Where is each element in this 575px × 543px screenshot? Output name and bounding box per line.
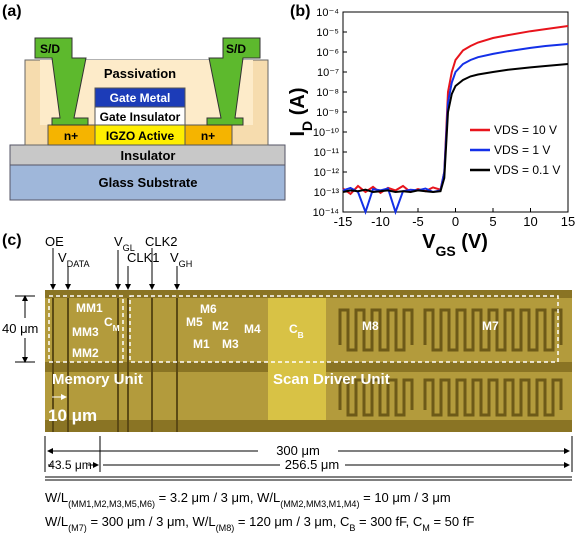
label: CLK1 [127, 250, 160, 265]
text-part: (M7) [68, 523, 87, 533]
texture [45, 420, 572, 432]
x-tick-label: 5 [489, 214, 496, 229]
label: n+ [201, 129, 215, 143]
text-part: (A) [287, 87, 309, 120]
capacitor [268, 298, 326, 420]
x-tick-label: 0 [452, 214, 459, 229]
text-part: = 300 μm / 3 μm, W/L [87, 514, 216, 529]
x-tick-label: 10 [523, 214, 537, 229]
label: VDATA [58, 250, 91, 269]
label: VGH [170, 250, 192, 269]
label: CLK2 [145, 234, 178, 249]
legend-label: VDS = 1 V [494, 143, 550, 157]
label: Memory Unit [52, 371, 143, 388]
label: 300 μm [276, 443, 320, 458]
y-tick-label: 10⁻⁷ [317, 67, 339, 79]
label: S/D [226, 42, 246, 56]
text-part: V [422, 231, 436, 253]
y-tick-label: 10⁻⁵ [316, 27, 339, 39]
panel-label: (b) [290, 3, 310, 20]
label: M2 [212, 319, 229, 333]
panel-label: (c) [2, 232, 22, 249]
formula: W/L(MM1,M2,M3,M5,M6) = 3.2 μm / 3 μm, W/… [45, 490, 451, 509]
label: Insulator [121, 148, 176, 163]
text-part: = 50 fF [430, 514, 474, 529]
text-part: B [298, 330, 304, 340]
text-part: = 10 μm / 3 μm [360, 490, 451, 505]
y-tick-label: 10⁻¹⁰ [313, 127, 340, 139]
y-tick-label: 10⁻¹¹ [314, 147, 340, 159]
y-tick-label: 10⁻¹³ [314, 187, 340, 199]
label: Passivation [104, 66, 176, 81]
texture [45, 290, 572, 298]
text-part: GS [435, 243, 455, 259]
x-tick-label: 15 [561, 214, 575, 229]
legend-label: VDS = 0.1 V [494, 163, 560, 177]
text-part: M [422, 523, 430, 533]
text-part: C [104, 315, 113, 329]
label: IGZO Active [106, 129, 175, 143]
text-part: (V) [456, 231, 488, 253]
y-axis-label: ID (A) [287, 87, 315, 136]
panel-c: (c) OE VDATA VGL CLK1 CLK2 VGH 40 μm MM1… [2, 232, 572, 533]
label: M7 [482, 319, 499, 333]
y-tick-label: 10⁻⁶ [316, 47, 339, 59]
label: 40 μm [2, 321, 38, 336]
label: M3 [222, 337, 239, 351]
text-part: = 300 fF, C [355, 514, 422, 529]
legend-label: VDS = 10 V [494, 123, 557, 137]
label: Gate Metal [110, 91, 171, 105]
text-part: DATA [67, 259, 91, 269]
text-part: D [299, 121, 315, 131]
text-part: W/L [45, 514, 68, 529]
label: M1 [193, 337, 210, 351]
text-part: M [113, 323, 120, 333]
x-tick-label: -5 [412, 214, 424, 229]
label: Glass Substrate [99, 175, 198, 190]
x-axis-label: VGS (V) [422, 231, 488, 259]
text-part: W/L [45, 490, 68, 505]
text-part: V [170, 250, 179, 265]
label: S/D [40, 42, 60, 56]
label: M6 [200, 302, 217, 316]
panel-label: (a) [2, 3, 22, 20]
y-tick-label: 10⁻⁴ [316, 7, 339, 19]
text-part: C [289, 322, 298, 336]
label: M8 [362, 319, 379, 333]
y-tick-label: 10⁻¹² [314, 167, 340, 179]
panel-a: (a) S/D S/D Passivation Gate Metal Gate … [2, 3, 285, 200]
panel-b: 10⁻¹⁴10⁻¹³10⁻¹²10⁻¹¹10⁻¹⁰10⁻⁹10⁻⁸10⁻⁷10⁻… [287, 7, 575, 259]
text-part: (M8) [216, 523, 235, 533]
label: 43.5 μm [48, 458, 92, 472]
text-part: (MM1,M2,M3,M5,M6) [68, 499, 155, 509]
label: OE [45, 234, 64, 249]
x-tick-label: -10 [371, 214, 390, 229]
label: 256.5 μm [285, 457, 339, 472]
label: MM3 [72, 325, 99, 339]
plot-frame [343, 12, 568, 212]
page: {"panel_a":{"label":"(a)","sd_left":"S/D… [0, 0, 575, 538]
text-part: GH [179, 259, 193, 269]
text-part: (MM2,MM3,M1,M4) [280, 499, 359, 509]
formula: W/L(M7) = 300 μm / 3 μm, W/L(M8) = 120 μ… [45, 514, 474, 533]
label: M5 [186, 315, 203, 329]
text-part: = 120 μm / 3 μm, C [234, 514, 349, 529]
label: MM2 [72, 346, 99, 360]
label: 10 μm [48, 406, 97, 425]
label: MM1 [76, 301, 103, 315]
text-part: V [114, 234, 123, 249]
x-tick-label: -15 [334, 214, 353, 229]
y-tick-label: 10⁻⁹ [316, 107, 339, 119]
label: n+ [64, 129, 78, 143]
label: Scan Driver Unit [273, 371, 390, 388]
y-tick-label: 10⁻⁸ [316, 87, 339, 99]
figure: (a) S/D S/D Passivation Gate Metal Gate … [0, 0, 575, 538]
text-part: V [58, 250, 67, 265]
text-part: = 3.2 μm / 3 μm, W/L [155, 490, 280, 505]
label: Gate Insulator [100, 110, 181, 124]
label: M4 [244, 322, 261, 336]
